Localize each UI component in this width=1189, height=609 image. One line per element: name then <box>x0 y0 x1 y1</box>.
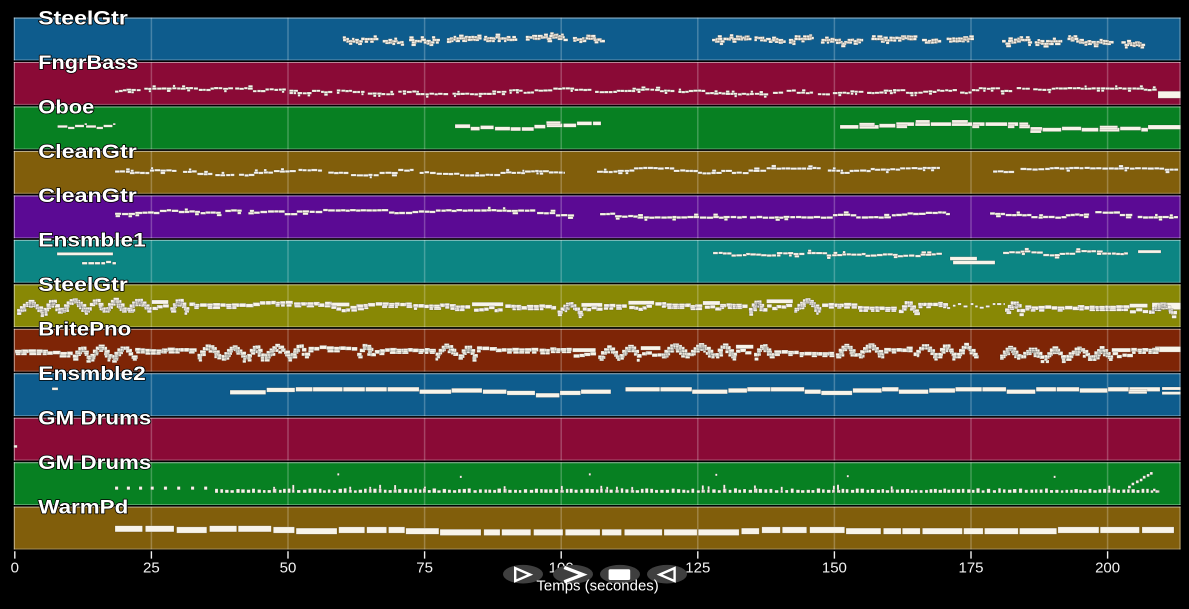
svg-text:Ensmble1: Ensmble1 <box>38 230 146 252</box>
svg-text:75: 75 <box>416 559 433 576</box>
svg-text:WarmPd: WarmPd <box>38 497 128 519</box>
svg-text:150: 150 <box>822 559 847 576</box>
svg-text:BritePno: BritePno <box>38 319 131 341</box>
svg-text:175: 175 <box>958 559 983 576</box>
svg-text:50: 50 <box>280 559 297 576</box>
svg-text:Oboe: Oboe <box>38 96 94 118</box>
svg-text:GM Drums: GM Drums <box>38 408 151 430</box>
svg-text:SteelGtr: SteelGtr <box>38 274 128 296</box>
svg-text:200: 200 <box>1095 559 1120 576</box>
svg-text:FngrBass: FngrBass <box>38 52 138 74</box>
svg-text:Ensmble2: Ensmble2 <box>38 363 146 385</box>
svg-text:0: 0 <box>11 559 19 576</box>
svg-text:25: 25 <box>143 559 160 576</box>
svg-text:CleanGtr: CleanGtr <box>38 185 137 207</box>
svg-text:GM Drums: GM Drums <box>38 452 151 474</box>
svg-text:125: 125 <box>685 559 710 576</box>
svg-text:SteelGtr: SteelGtr <box>38 7 128 29</box>
svg-text:Temps (secondes): Temps (secondes) <box>536 578 658 595</box>
svg-text:CleanGtr: CleanGtr <box>38 141 137 163</box>
